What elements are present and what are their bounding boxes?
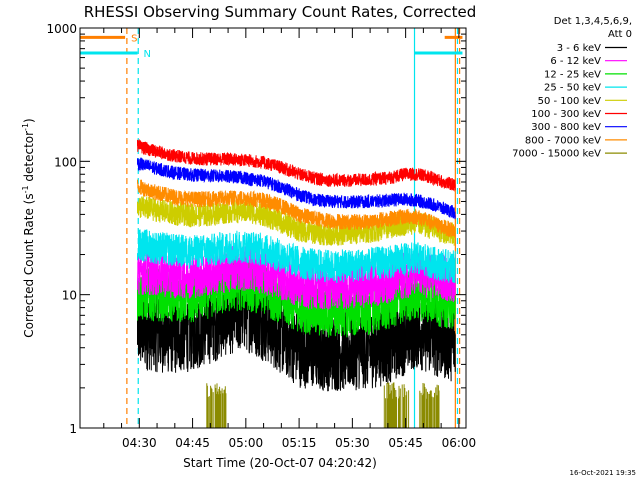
y-axis-label-sup2: -1 — [21, 123, 30, 131]
legend-label-4: 50 - 100 keV — [538, 96, 602, 107]
x-tick-label-6: 06:00 — [442, 436, 477, 450]
saa-label: S — [131, 33, 137, 44]
y-axis-label-mid: detector — [22, 131, 36, 186]
legend-header-line2: Att 0 — [608, 29, 632, 40]
y-axis-label-sup1: -1 — [21, 185, 30, 193]
x-tick-label-1: 04:45 — [175, 436, 210, 450]
x-tick-label-0: 04:30 — [122, 436, 157, 450]
y-axis-label: Corrected Count Rate (s-1 detector-1) — [21, 118, 36, 337]
x-tick-label-3: 05:15 — [282, 436, 317, 450]
x-tick-label-5: 05:45 — [388, 436, 423, 450]
legend-label-3: 25 - 50 keV — [544, 83, 601, 94]
legend-label-0: 3 - 6 keV — [557, 43, 601, 54]
night-label: N — [144, 49, 151, 60]
series-line-8 — [206, 382, 440, 428]
legend-group: 3 - 6 keV 6 - 12 keV 12 - 25 keV 25 - 50 ke… — [512, 43, 627, 160]
legend-header-line1: Det 1,3,4,5,6,9, — [554, 16, 632, 27]
series-line-7 — [137, 179, 456, 238]
series-line-6 — [137, 157, 456, 220]
y-tick-label-3: 1000 — [46, 22, 77, 36]
x-axis-label: Start Time (20-Oct-07 04:20:42) — [183, 456, 377, 470]
x-tick-label-2: 05:00 — [229, 436, 264, 450]
series-line-5 — [137, 138, 456, 192]
legend-label-7: 800 - 7000 keV — [525, 135, 601, 146]
y-tick-label-1: 10 — [62, 289, 77, 303]
legend-label-5: 100 - 300 keV — [531, 109, 601, 120]
legend-label-2: 12 - 25 keV — [544, 69, 601, 80]
axes-group: 1 10 100 1000 04:30 04:45 05:00 05:15 05:30 05:45… — [46, 22, 476, 450]
timestamp: 16-Oct-2021 19:35 — [570, 469, 636, 477]
plot-frame — [79, 27, 467, 429]
series-line-3 — [137, 229, 456, 284]
legend-label-1: 6 - 12 keV — [550, 56, 601, 67]
series-group — [137, 138, 456, 428]
y-tick-label-0: 1 — [69, 422, 77, 436]
y-axis-label-main: Corrected Count Rate (s — [22, 193, 36, 337]
y-axis-label-end: ) — [22, 118, 36, 123]
legend-label-6: 300 - 800 keV — [531, 122, 601, 133]
x-tick-label-4: 05:30 — [335, 436, 370, 450]
chart-title: RHESSI Observing Summary Count Rates, Co… — [84, 3, 477, 21]
y-tick-label-2: 100 — [54, 155, 77, 169]
legend-label-8: 7000 - 15000 keV — [512, 149, 601, 160]
